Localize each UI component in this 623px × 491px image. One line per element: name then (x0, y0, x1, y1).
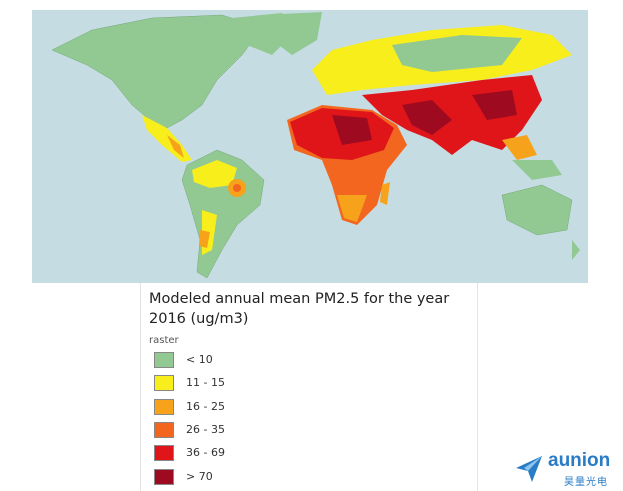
land (167, 135, 184, 158)
legend-label: 11 - 15 (186, 376, 225, 390)
land (380, 182, 390, 205)
land (337, 195, 367, 222)
legend-label: > 70 (186, 469, 213, 483)
legend-swatch (154, 398, 174, 415)
legend: Modeled annual mean PM2.5 for the year 2… (140, 283, 478, 491)
legend-swatch (154, 445, 174, 462)
logo-subtitle: 昊量光电 (564, 477, 608, 488)
legend-swatch (154, 421, 174, 438)
legend-label: < 10 (186, 353, 213, 366)
legend-label: 16 - 25 (186, 399, 225, 413)
logo-name: aunion (548, 450, 611, 471)
land (51, 14, 263, 129)
land (502, 135, 537, 160)
logo-icon (516, 456, 542, 482)
legend-title: Modeled annual mean PM2.5 for the year 2… (149, 291, 450, 327)
legend-subtitle: raster (149, 335, 179, 346)
legend-swatch (154, 375, 174, 392)
land (233, 184, 241, 192)
land (392, 35, 522, 72)
legend-label: 26 - 35 (186, 422, 225, 436)
legend-swatch (154, 352, 174, 368)
land (332, 115, 372, 145)
land (501, 184, 573, 236)
legend-label: 36 - 69 (186, 446, 225, 460)
logo: aunion 昊量光电 (514, 450, 614, 488)
land (512, 160, 562, 180)
land (572, 240, 580, 260)
land (402, 100, 452, 135)
land (192, 160, 237, 188)
legend-swatch (154, 468, 174, 485)
land (262, 12, 322, 55)
land (472, 90, 517, 120)
world-map (32, 10, 588, 283)
land (199, 230, 210, 248)
